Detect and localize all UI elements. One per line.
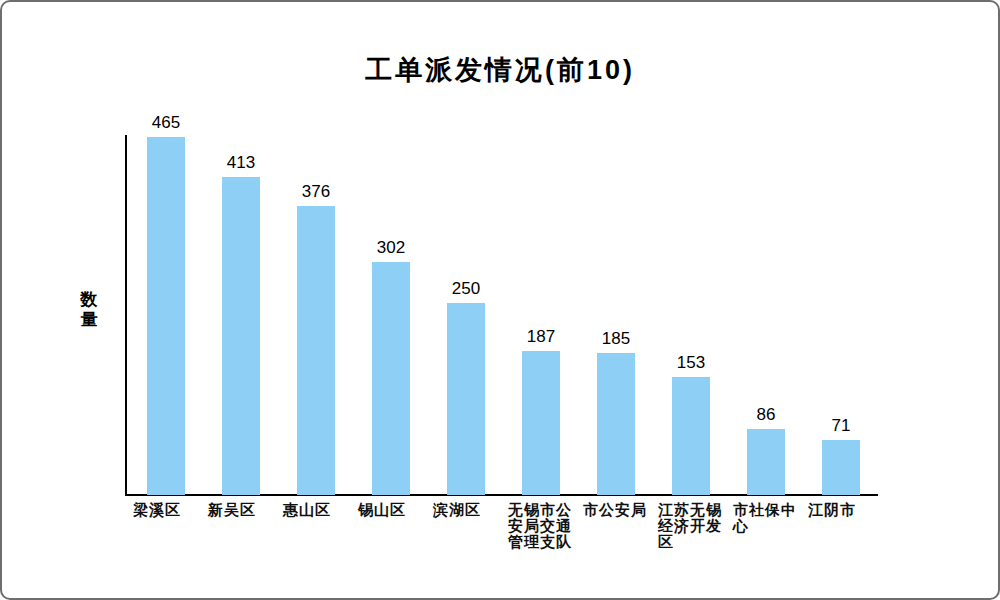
- x-axis-category-label: 惠山区: [283, 502, 351, 518]
- bar-value-label: 465: [131, 113, 201, 133]
- bar-value-label: 376: [281, 182, 351, 202]
- bar: [522, 351, 560, 495]
- bar: [147, 137, 185, 495]
- x-axis-category-label: 新吴区: [208, 502, 276, 518]
- y-axis-line: [125, 135, 127, 495]
- x-axis-category-label: 无锡市公安局交通管理支队: [508, 502, 576, 550]
- chart-title: 工单派发情况(前10): [2, 52, 998, 88]
- bar-value-label: 302: [356, 238, 426, 258]
- bar: [372, 262, 410, 495]
- x-axis-category-label: 市社保中心: [733, 502, 801, 534]
- bar: [747, 429, 785, 495]
- x-axis-category-label: 锡山区: [358, 502, 426, 518]
- bar: [222, 177, 260, 495]
- x-axis-category-label: 滨湖区: [433, 502, 501, 518]
- bar-value-label: 153: [656, 353, 726, 373]
- x-axis-category-label: 江苏无锡经济开发区: [658, 502, 726, 550]
- x-axis-category-label: 梁溪区: [133, 502, 201, 518]
- bar-value-label: 250: [431, 279, 501, 299]
- bar-value-label: 413: [206, 153, 276, 173]
- bar: [297, 206, 335, 495]
- bar-value-label: 187: [506, 327, 576, 347]
- bar-value-label: 86: [731, 405, 801, 425]
- bar-value-label: 71: [806, 416, 876, 436]
- x-axis-category-label: 市公安局: [583, 502, 651, 518]
- bar: [447, 303, 485, 495]
- bar: [672, 377, 710, 495]
- chart-window: 工单派发情况(前10) 数量 465 梁溪区 413 新吴区 376 惠山区 302 锡山区 2…: [0, 0, 1000, 600]
- y-axis-title: 数量: [78, 290, 100, 330]
- bar-value-label: 185: [581, 329, 651, 349]
- bar: [822, 440, 860, 495]
- x-axis-category-label: 江阴市: [808, 502, 876, 518]
- bar: [597, 353, 635, 495]
